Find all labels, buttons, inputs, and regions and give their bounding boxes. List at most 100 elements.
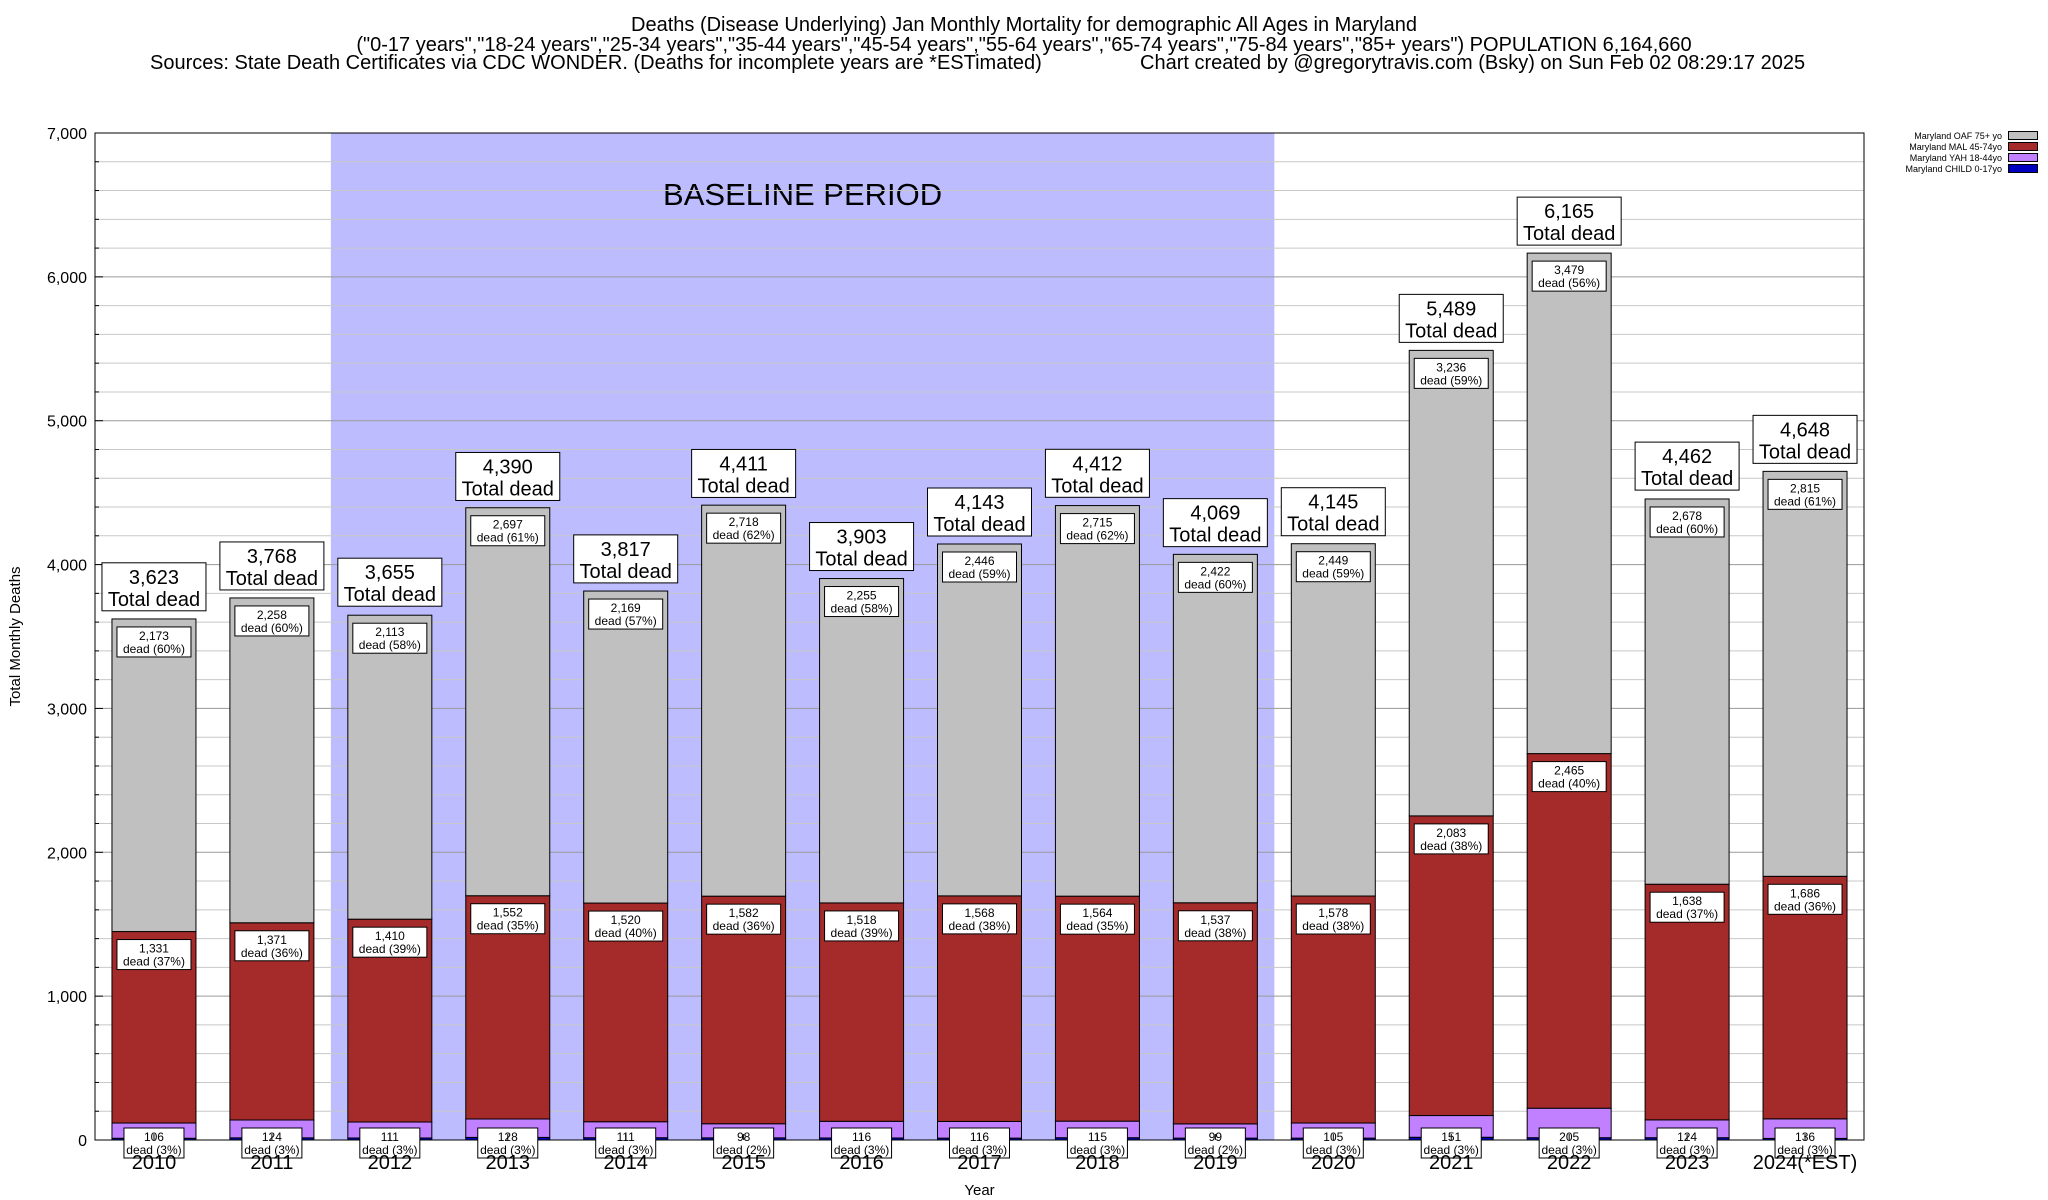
total-label-text: Total dead [1759,441,1851,463]
label-yah-box [1656,1127,1718,1159]
label-yah-pct: dead (3%) [1070,1143,1125,1157]
total-label-text: Total dead [580,561,672,583]
label-oaf-value: 2,169 [611,601,641,615]
total-label-box [1044,448,1150,498]
y-axis-label: Total Monthly Deaths [7,566,24,706]
x-tick-label: 2012 [368,1152,413,1174]
label-oaf-value: 3,236 [1436,360,1466,374]
label-oaf-pct: dead (60%) [1184,577,1246,591]
label-mal-pct: dead (36%) [713,919,775,933]
label-mal-value: 1,371 [257,933,287,947]
total-label-text: Total dead [226,568,318,590]
label-mal-box [588,910,664,942]
label-yah-pct: dead (3%) [1541,1143,1596,1157]
label-oaf-box [1295,551,1371,583]
label-oaf-value: 2,697 [493,518,523,532]
label-oaf-box [942,551,1017,583]
label-oaf-pct: dead (59%) [1302,567,1364,581]
x-tick-label: 2021 [1429,1152,1474,1174]
legend-label-mal: Maryland MAL 45-74yo [1909,141,2002,152]
total-label-value: 3,768 [247,546,297,568]
label-yah-pct: dead (3%) [1659,1143,1714,1157]
bar-oaf [1644,498,1730,885]
label-oaf-box [1177,561,1253,593]
label-mal-value: 1,552 [493,906,523,920]
total-label-text: Total dead [1051,475,1143,497]
label-yah-box [831,1127,893,1159]
total-label-value: 4,143 [954,492,1004,514]
label-mal-pct: dead (38%) [1420,839,1482,853]
label-mal-pct: dead (39%) [831,926,893,940]
chart-subtitle: ("0-17 years","18-24 years","25-34 years… [356,34,1692,56]
total-label-box [337,557,443,607]
bar-oaf [1172,553,1258,904]
label-mal-pct: dead (38%) [948,919,1010,933]
total-label-text: Total dead [933,514,1025,536]
label-oaf-box [1649,506,1725,538]
total-label-box [1162,498,1268,548]
label-yah-pct: dead (3%) [126,1143,181,1157]
x-tick-label: 2011 [250,1152,293,1174]
label-mal-value: 1,568 [964,906,994,920]
x-tick-label: 2014 [603,1152,648,1174]
legend-swatch-oaf [2008,131,2038,140]
label-mal-pct: dead (40%) [595,926,657,940]
label-yah-box [359,1127,421,1159]
total-label-box [1752,414,1858,464]
legend-label-child: Maryland CHILD 0-17yo [1905,163,2002,174]
label-oaf-box [234,605,310,637]
label-mal-pct: dead (36%) [241,946,303,960]
label-oaf-pct: dead (60%) [241,621,303,635]
label-yah-box [949,1127,1010,1159]
label-oaf-value: 2,422 [1200,564,1230,578]
x-tick-label: 2017 [957,1152,1002,1174]
label-mal-value: 1,578 [1318,906,1348,920]
bar-mal [1408,815,1494,1117]
label-oaf-box [1531,260,1607,292]
label-oaf-pct: dead (62%) [1066,529,1128,543]
total-label-text: Total dead [108,589,200,611]
total-label-value: 5,489 [1426,298,1476,320]
label-mal-box [824,910,900,942]
total-label-box [1516,196,1622,246]
label-oaf-value: 2,113 [375,625,404,639]
total-label-value: 4,145 [1308,492,1358,514]
label-yah-pct: dead (3%) [480,1143,535,1157]
label-yah-box [1420,1127,1482,1159]
label-yah-pct: dead (2%) [1188,1143,1243,1157]
x-tick-label: 2019 [1193,1152,1238,1174]
y-tick-label: 7,000 [47,126,87,143]
label-yah-box [595,1127,657,1159]
x-axis-label: Year [964,1182,994,1199]
legend-swatch-yah [2008,153,2038,162]
label-oaf-pct: dead (57%) [595,614,657,628]
bar-oaf [1290,543,1376,897]
label-yah-pct: dead (3%) [1424,1143,1479,1157]
label-oaf-value: 2,258 [257,608,287,622]
legend-label-oaf: Maryland OAF 75+ yo [1914,130,2002,141]
label-yah-pct: dead (3%) [244,1143,299,1157]
x-tick-label: 2022 [1547,1152,1592,1174]
label-mal-box [234,930,310,962]
label-mal-value: 1,518 [847,913,877,927]
label-mal-box [706,903,782,935]
chart-legend: Maryland OAF 75+ yo Maryland MAL 45-74yo… [1838,130,2038,174]
legend-item-yah: Maryland YAH 18-44yo [1838,152,2038,163]
bar-oaf [937,543,1022,897]
total-label-text: Total dead [1169,525,1261,547]
label-oaf-value: 2,255 [847,589,877,603]
total-label-box [927,487,1032,537]
label-mal-pct: dead (40%) [1538,777,1600,791]
legend-item-mal: Maryland MAL 45-74yo [1838,141,2038,152]
x-tick-label: 2015 [721,1152,766,1174]
label-mal-box [1177,910,1253,942]
total-label-text: Total dead [1641,468,1733,490]
label-yah-box [123,1127,185,1159]
label-yah-pct: dead (3%) [1777,1143,1832,1157]
x-tick-label: 2013 [486,1152,531,1174]
total-label-value: 4,069 [1190,503,1240,525]
label-mal-box [1531,761,1607,793]
label-oaf-value: 2,715 [1082,516,1112,530]
label-mal-value: 1,537 [1200,913,1230,927]
